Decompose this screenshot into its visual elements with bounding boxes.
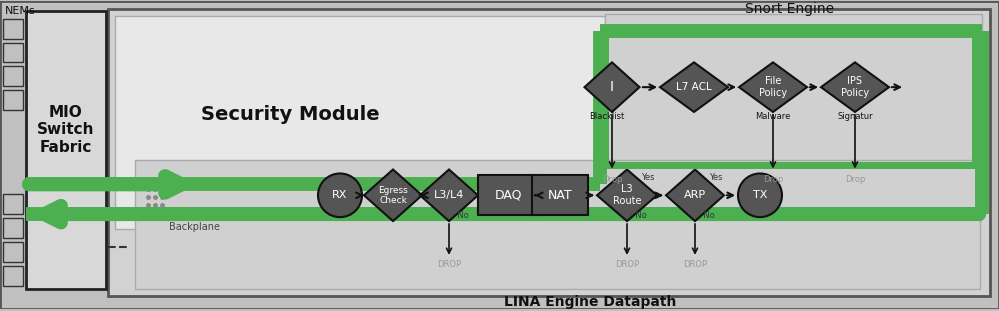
Text: NAT: NAT [547,189,572,202]
Text: NEMs: NEMs [5,6,36,16]
Text: · No: · No [698,211,714,220]
Text: L3/L4: L3/L4 [434,190,465,200]
Circle shape [738,174,782,217]
Text: Signatur: Signatur [837,112,873,121]
Bar [605,14,982,182]
Bar [108,9,990,296]
Text: L7 ACL: L7 ACL [676,82,712,92]
Text: · No: · No [630,211,646,220]
Bar [26,11,106,289]
Polygon shape [666,169,724,221]
Text: I: I [610,80,614,94]
Text: Egress
Check: Egress Check [379,186,408,205]
Text: Yes: Yes [641,173,654,182]
Text: Blacklist: Blacklist [589,112,624,121]
Bar [3,194,23,214]
Text: Drop: Drop [763,175,783,184]
Text: File
Policy: File Policy [759,77,787,98]
Bar [3,19,23,39]
Text: Snort Engine: Snort Engine [745,2,834,16]
Polygon shape [420,169,478,221]
Text: IPS
Policy: IPS Policy [841,77,869,98]
Bar [3,43,23,62]
Text: Malware: Malware [755,112,790,121]
Bar [115,16,605,229]
Bar [478,175,538,215]
Text: MIO
Switch
Fabric: MIO Switch Fabric [37,105,95,155]
Text: TX: TX [753,190,767,200]
Text: DROP: DROP [683,260,707,269]
Text: ARP: ARP [684,190,706,200]
Bar [3,66,23,86]
Text: RX: RX [333,190,348,200]
Bar [605,30,975,165]
Bar [3,90,23,110]
Text: · No: · No [452,211,469,220]
Text: L3
Route: L3 Route [612,184,641,206]
Text: Drop: Drop [601,175,622,184]
Text: DROP: DROP [437,260,462,269]
Text: DAQ: DAQ [495,189,521,202]
Text: Backplane: Backplane [170,222,221,232]
Bar [135,160,980,289]
Text: Yes: Yes [709,173,722,182]
Polygon shape [584,62,639,112]
Bar [3,242,23,262]
Polygon shape [660,62,728,112]
Polygon shape [739,62,807,112]
Bar [3,266,23,285]
Text: DROP: DROP [615,260,639,269]
Text: Drop: Drop [845,175,865,184]
Text: LINA Engine Datapath: LINA Engine Datapath [503,295,676,309]
Circle shape [318,174,362,217]
Polygon shape [597,169,657,221]
Bar [532,175,588,215]
Polygon shape [364,169,422,221]
Polygon shape [821,62,889,112]
Bar [3,218,23,238]
Text: Security Module: Security Module [201,105,380,124]
